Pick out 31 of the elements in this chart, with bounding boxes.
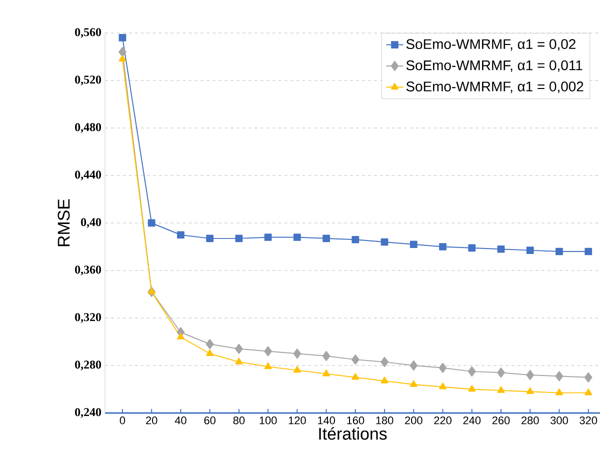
x-tick-label: 200 [405, 416, 422, 424]
x-tick-label: 300 [550, 416, 568, 424]
y-tick-label: 0,360 [75, 266, 102, 276]
y-tick-label: 0,240 [75, 408, 102, 418]
x-tick-label: 40 [174, 416, 186, 424]
x-tick-label: 220 [434, 416, 452, 424]
y-axis-title: RMSE [58, 199, 70, 246]
y-tick-label: 0,560 [75, 28, 102, 38]
x-tick-label: 320 [580, 416, 598, 424]
x-tick-label: 280 [522, 416, 539, 424]
x-tick-label: 20 [146, 416, 158, 424]
x-tick-label: 240 [463, 416, 481, 424]
legend-label: SoEmo-WMRMF, α1 = 0,011 [406, 60, 582, 72]
y-tick-label: 0,320 [75, 313, 102, 323]
y-tick-label: 0,440 [75, 170, 102, 180]
y-tick-label: 0,40 [81, 218, 102, 228]
x-tick-label: 140 [318, 416, 335, 424]
y-tick-label: 0,480 [75, 123, 102, 133]
x-tick-label: 260 [492, 416, 510, 424]
y-tick-label: 0,520 [75, 76, 102, 86]
x-tick-label: 60 [204, 416, 216, 424]
x-tick-label: 0 [120, 416, 126, 424]
x-tick-label: 120 [288, 416, 306, 424]
x-tick-label: 180 [376, 416, 394, 424]
x-tick-label: 80 [233, 416, 245, 424]
x-tick-label: 100 [260, 416, 277, 424]
x-axis-title: Itérations [319, 427, 387, 440]
y-tick-label: 0,280 [75, 360, 102, 370]
legend-label: SoEmo-WMRMF, α1 = 0,02 [406, 39, 576, 51]
legend-label: SoEmo-WMRMF, α1 = 0,002 [406, 82, 584, 94]
x-tick-label: 160 [347, 416, 364, 424]
